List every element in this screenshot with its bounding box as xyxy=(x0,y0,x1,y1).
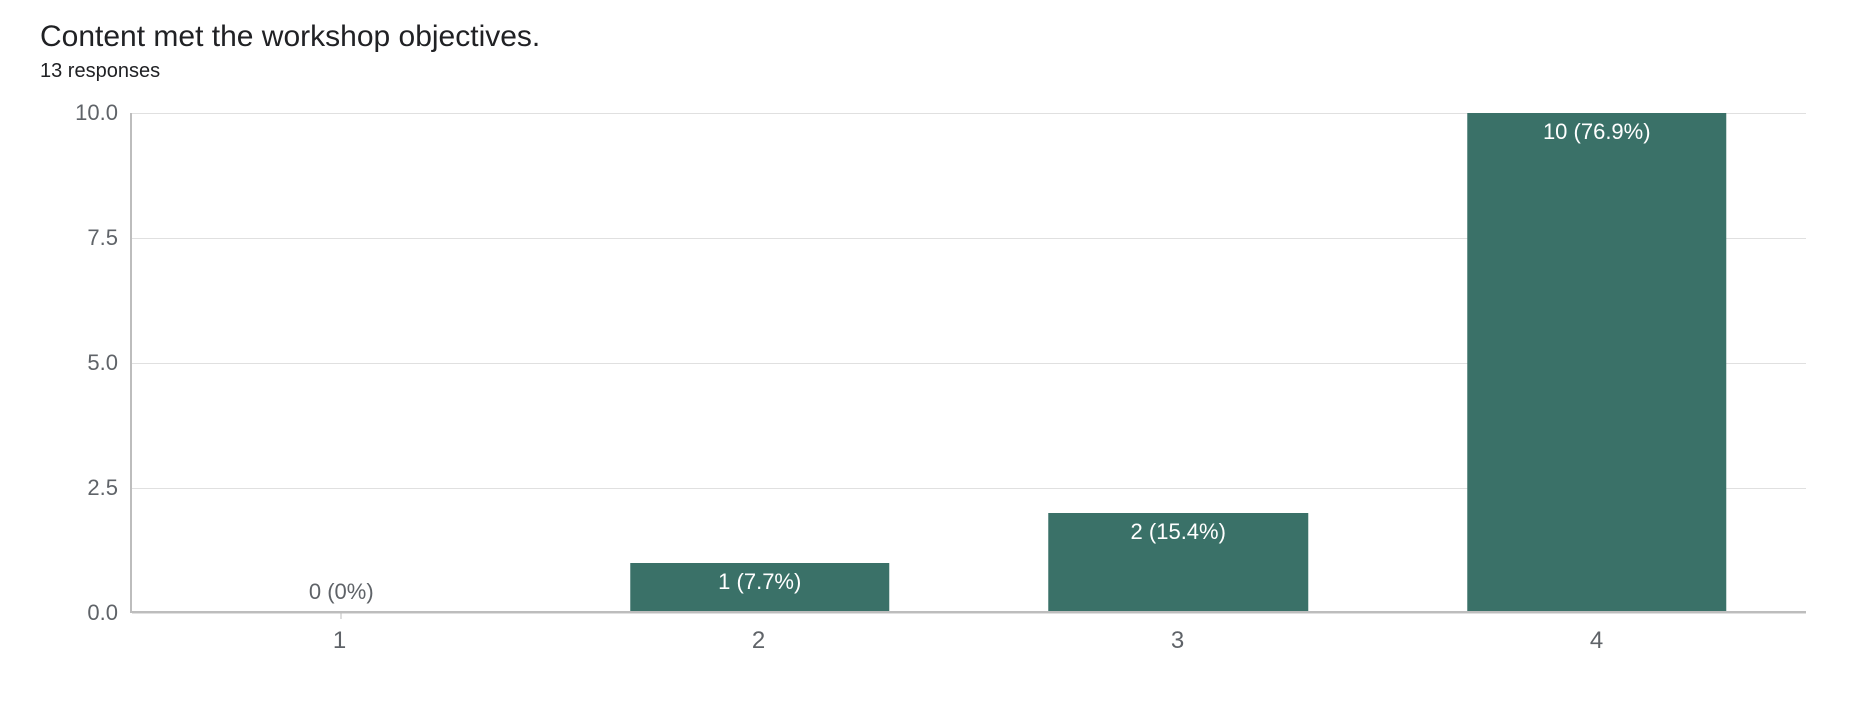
plot-area: 0 (0%) 1 (7.7%) 2 (15.4%) 10 (76.9%) xyxy=(130,113,1806,613)
chart-container: Content met the workshop objectives. 13 … xyxy=(0,0,1876,724)
chart-title: Content met the workshop objectives. xyxy=(40,20,1836,54)
bar-slot: 0 (0%) xyxy=(132,113,551,613)
chart-area: 0.02.55.07.510.0 0 (0%)1 (7.7%)2 (15.4%)… xyxy=(40,113,1836,673)
x-tick-label: 1 xyxy=(130,613,549,673)
x-tick-label: 4 xyxy=(1387,613,1806,673)
y-tick-label: 10.0 xyxy=(40,100,118,126)
y-tick-label: 2.5 xyxy=(40,475,118,501)
bar: 2 (15.4%) xyxy=(1049,513,1308,613)
bar-value-label: 0 (0%) xyxy=(309,579,374,605)
y-axis: 0.02.55.07.510.0 xyxy=(40,113,130,613)
bars-group: 0 (0%) 1 (7.7%) 2 (15.4%) 10 (76.9%) xyxy=(132,113,1806,613)
y-tick-label: 0.0 xyxy=(40,600,118,626)
x-tick-label: 3 xyxy=(968,613,1387,673)
bar-slot: 2 (15.4%) xyxy=(969,113,1388,613)
x-axis: 1234 xyxy=(130,613,1806,673)
y-tick-label: 7.5 xyxy=(40,225,118,251)
bar-slot: 10 (76.9%) xyxy=(1388,113,1807,613)
bar: 10 (76.9%) xyxy=(1467,113,1726,613)
bar-value-label: 10 (76.9%) xyxy=(1543,119,1651,145)
bar-value-label: 2 (15.4%) xyxy=(1131,519,1226,545)
bar-slot: 1 (7.7%) xyxy=(551,113,970,613)
bar-value-label: 1 (7.7%) xyxy=(718,569,801,595)
y-tick-label: 5.0 xyxy=(40,350,118,376)
bar: 1 (7.7%) xyxy=(630,563,889,613)
chart-subtitle: 13 responses xyxy=(40,60,1836,83)
x-tick-label: 2 xyxy=(549,613,968,673)
